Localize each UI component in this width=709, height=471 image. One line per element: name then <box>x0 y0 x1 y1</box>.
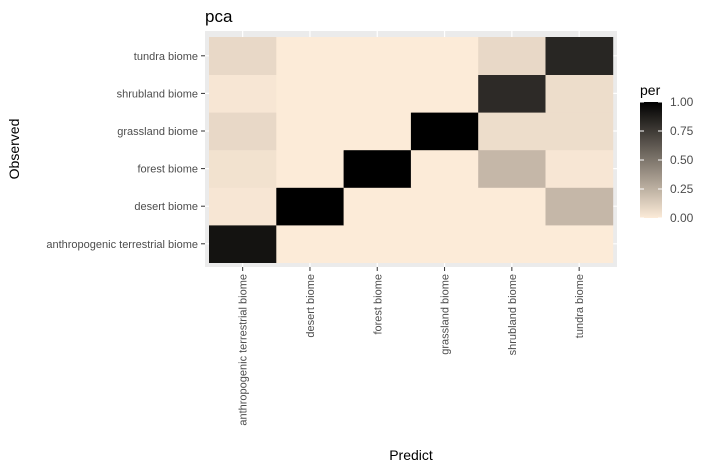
heatmap-cell <box>209 112 277 151</box>
heatmap-cell <box>343 187 412 226</box>
x-axis-title: Predict <box>389 447 433 463</box>
y-tick-label: shrubland biome <box>117 88 198 100</box>
heatmap-cell <box>478 74 546 113</box>
legend-tick-label: 0.25 <box>670 182 694 196</box>
heatmap-cell <box>343 74 412 113</box>
x-tick-label: shrubland biome <box>507 274 519 355</box>
heatmap-cell <box>410 74 479 113</box>
heatmap-cell <box>209 149 277 188</box>
heatmap-cell <box>478 149 546 188</box>
x-tick-label: grassland biome <box>440 274 452 355</box>
y-tick-label: desert biome <box>134 201 198 213</box>
x-tick-label: desert biome <box>305 274 317 338</box>
heatmap-cell <box>276 112 344 151</box>
heatmap-cell <box>276 74 344 113</box>
heatmap-cell <box>209 225 277 263</box>
heatmap-cell <box>209 74 277 113</box>
x-axis: anthropogenic terrestrial biome desert bi… <box>238 267 586 426</box>
heatmap-cell <box>478 187 546 226</box>
heatmap-cell <box>343 112 412 151</box>
heatmap-cell <box>545 74 614 113</box>
x-tick-label: tundra biome <box>574 274 586 338</box>
heatmap-cell <box>276 149 344 188</box>
heatmap-cell <box>410 187 479 226</box>
heatmap-cell <box>276 187 344 226</box>
legend-tick-label: 1.00 <box>670 95 694 109</box>
legend: per 0.00 0.25 0.50 0.75 1.00 <box>640 82 694 225</box>
legend-ticks: 0.00 0.25 0.50 0.75 1.00 <box>640 95 694 225</box>
y-tick-label: grassland biome <box>117 126 198 138</box>
heatmap-cell <box>343 149 412 188</box>
legend-tick-label: 0.75 <box>670 124 694 138</box>
heatmap-cell <box>478 225 546 263</box>
x-tick-label: anthropogenic terrestrial biome <box>238 274 250 426</box>
heatmap-cell <box>545 187 614 226</box>
heatmap-cell <box>545 149 614 188</box>
y-axis-title: Observed <box>6 119 22 180</box>
legend-tick-label: 0.50 <box>670 153 694 167</box>
legend-colorbar <box>640 102 662 218</box>
heatmap-cell <box>343 225 412 263</box>
heatmap-cell <box>410 112 479 151</box>
heatmap-cell <box>545 225 614 263</box>
y-tick-label: forest biome <box>137 164 198 176</box>
heatmap-cell <box>276 37 344 75</box>
y-tick-label: tundra biome <box>134 51 198 63</box>
heatmap-cell <box>410 225 479 263</box>
heatmap-cells <box>209 37 614 263</box>
heatmap-cell <box>410 149 479 188</box>
legend-title: per <box>640 82 661 98</box>
heatmap-cell <box>478 37 546 75</box>
heatmap-cell <box>478 112 546 151</box>
heatmap-cell <box>343 37 412 75</box>
chart-title: pca <box>205 7 233 26</box>
heatmap-cell <box>209 37 277 75</box>
heatmap-cell <box>410 37 479 75</box>
y-axis: anthropogenic terrestrial biome desert bi… <box>46 51 205 251</box>
y-tick-label: anthropogenic terrestrial biome <box>46 239 198 251</box>
heatmap-cell <box>276 225 344 263</box>
heatmap-cell <box>209 187 277 226</box>
x-tick-label: forest biome <box>372 274 384 335</box>
legend-tick-label: 0.00 <box>670 211 694 225</box>
heatmap-cell <box>545 112 614 151</box>
heatmap-cell <box>545 37 614 75</box>
